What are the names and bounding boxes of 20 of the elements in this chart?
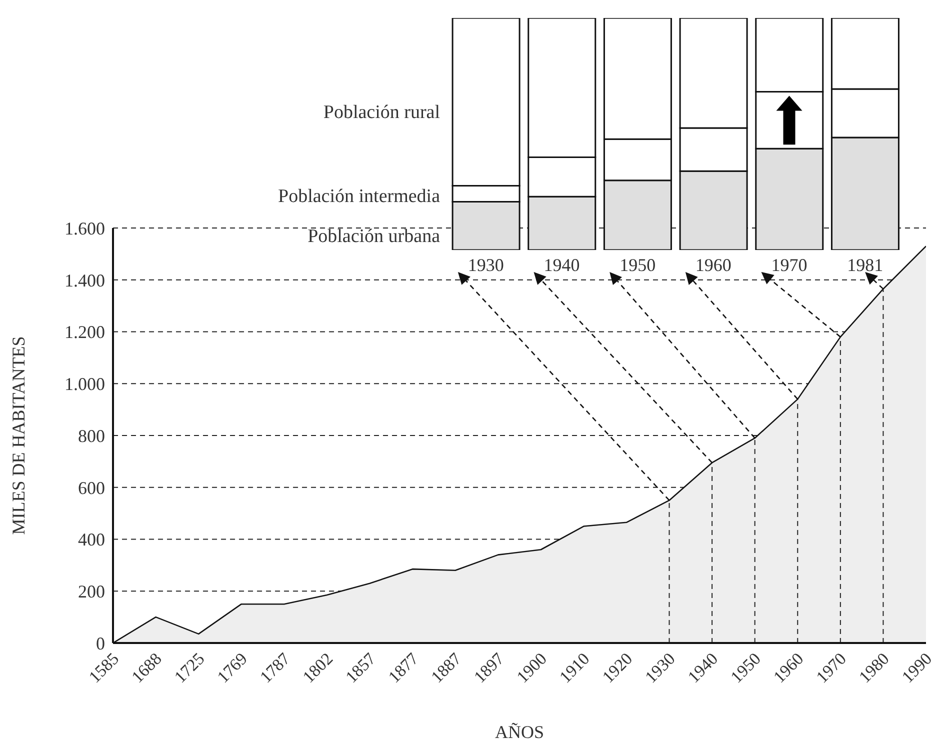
y-axis-title: MILES DE HABITANTES: [8, 336, 28, 535]
y-tick-label: 1.600: [64, 218, 105, 238]
series-label: Población urbana: [308, 226, 441, 248]
x-axis-title: AÑOS: [494, 722, 544, 742]
y-tick-label: 200: [78, 582, 105, 602]
x-tick-label: 1950: [620, 254, 656, 275]
x-tick-label: 1960: [695, 254, 732, 275]
series-label: Población rural: [323, 102, 440, 124]
y-tick-label: 1.200: [64, 322, 105, 342]
x-tick-label: 1970: [771, 254, 808, 275]
x-tick-label: 1940: [544, 254, 580, 275]
x-tick-label: 1930: [468, 254, 504, 275]
y-tick-label: 400: [78, 530, 105, 550]
y-tick-label: 800: [78, 426, 105, 446]
y-tick-label: 600: [78, 478, 105, 498]
series-label: Población intermedia: [278, 186, 441, 208]
y-tick-label: 1.400: [64, 270, 105, 290]
y-tick-label: 0: [96, 633, 105, 654]
x-tick-label: 1981: [847, 254, 884, 275]
y-tick-label: 1.000: [64, 374, 105, 394]
